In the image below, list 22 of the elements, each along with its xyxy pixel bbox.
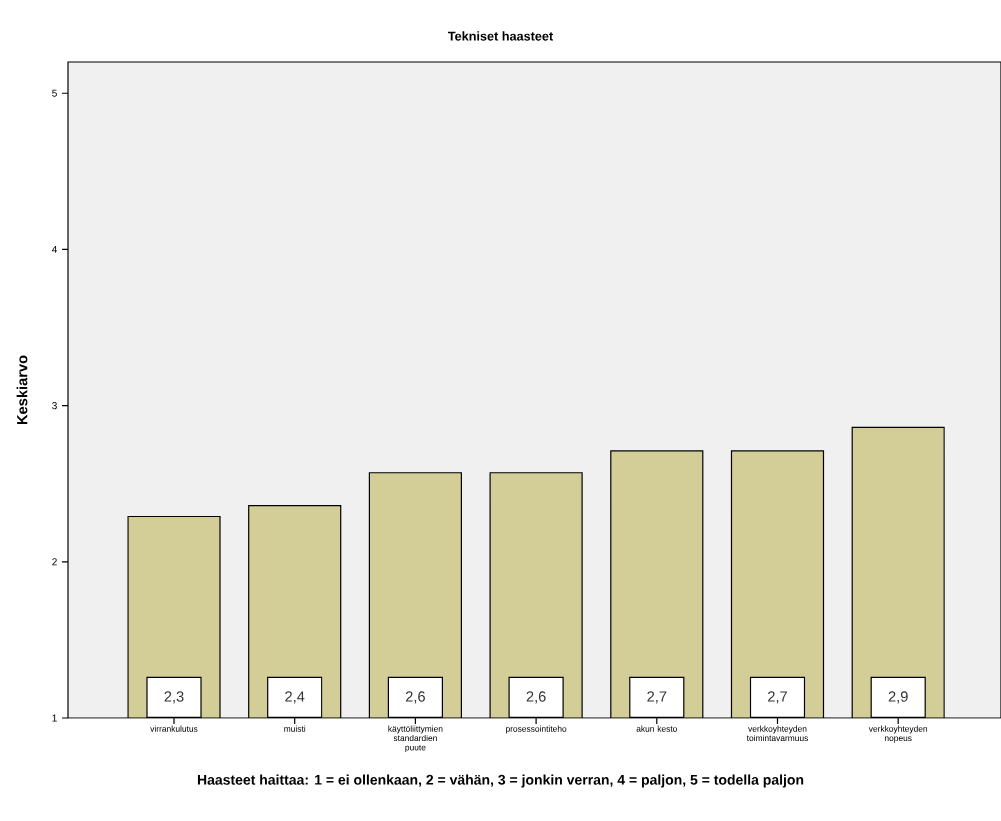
y-tick-label: 5 xyxy=(52,89,57,97)
x-tick-label: virrankulutus xyxy=(150,725,198,732)
data-label: 2,4 xyxy=(285,691,305,704)
y-axis-title: Keskiarvo xyxy=(16,355,28,425)
data-label: 2,6 xyxy=(405,691,425,704)
data-label: 2,7 xyxy=(768,691,787,704)
chart-title: Tekniset haasteet xyxy=(447,31,554,41)
y-tick-label: 3 xyxy=(52,402,57,410)
x-axis-title: Haasteet haittaa: 1 = ei ollenkaan, 2 = vähän, 3 = jonkin verran, 4 = paljon, 5 = todella paljon xyxy=(197,774,804,788)
x-tick-label: prosessointiteho xyxy=(506,725,567,734)
data-label: 2,7 xyxy=(647,691,667,704)
x-tick-label: verkkoyhteyden nopeus xyxy=(868,725,928,743)
data-label: 2,6 xyxy=(526,691,546,704)
y-tick-label: 4 xyxy=(51,245,57,253)
x-tick-label: akun kesto xyxy=(636,725,677,732)
x-tick-label: verkkoyhteyden toimintavarmuus xyxy=(746,725,808,742)
y-tick-label: 1 xyxy=(52,714,57,722)
data-label: 2,9 xyxy=(888,691,908,704)
x-tick-label: muisti xyxy=(284,725,306,732)
data-label: 2,3 xyxy=(164,691,184,704)
x-tick-label: käyttöliittymien standardien puute xyxy=(388,725,443,753)
y-tick-label: 2 xyxy=(52,558,57,566)
